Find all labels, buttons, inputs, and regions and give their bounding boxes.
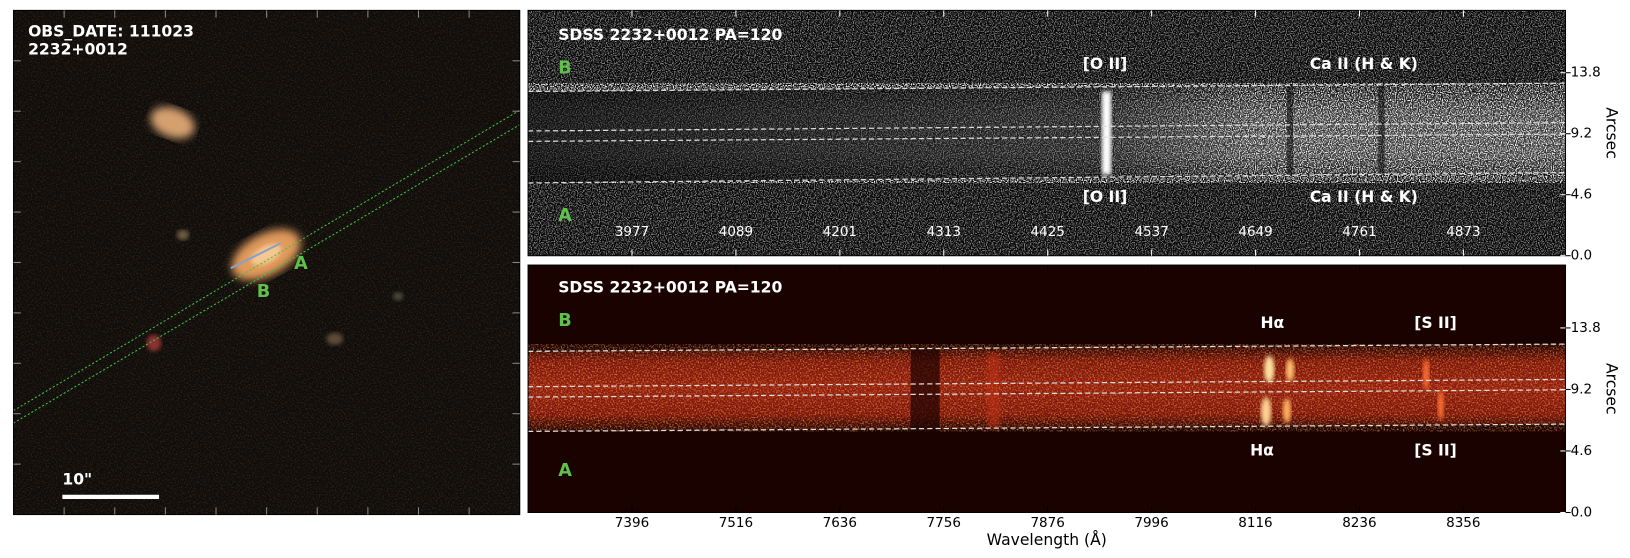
x-tick-label: 7876 [1030, 515, 1064, 531]
blue-spectrum [528, 10, 1566, 256]
y-tick-label: 0.0 [1571, 504, 1592, 520]
line-label: [O II] [1083, 55, 1128, 73]
image-frame-ticks [13, 10, 520, 515]
x-tick-label: 4537 [1134, 224, 1168, 240]
line-label: Ca II (H & K) [1310, 55, 1418, 73]
slit-label: A [558, 461, 572, 481]
slit-label: B [558, 59, 571, 79]
x-tick-label: 4425 [1031, 224, 1065, 240]
x-tick-label: 7996 [1134, 515, 1168, 531]
x-tick-label: 7756 [927, 515, 961, 531]
line-label: Hα [1260, 314, 1284, 332]
scale-bar-label: 10" [62, 471, 92, 489]
point-label: A [294, 254, 308, 274]
y-tick-label: 9.2 [1571, 381, 1592, 397]
panel-frame [527, 9, 1567, 257]
x-tick-label: 4761 [1342, 224, 1376, 240]
y-tick-label: 9.2 [1571, 126, 1592, 142]
y-tick-label: 13.8 [1571, 65, 1601, 81]
line-label: [S II] [1414, 314, 1456, 332]
line-label: [S II] [1414, 442, 1456, 460]
sky-image [13, 10, 520, 515]
panel-title: SDSS 2232+0012 PA=120 [558, 278, 782, 296]
y-tick-label: 4.6 [1571, 443, 1592, 459]
line-label: [O II] [1083, 188, 1128, 206]
object-id: 2232+0012 [28, 40, 128, 58]
red-spectrum [528, 265, 1566, 513]
x-tick-label: 7636 [823, 515, 857, 531]
x-tick-label: 3977 [615, 224, 649, 240]
point-label: B [257, 282, 270, 302]
y-axis-label: Arcsec [1603, 107, 1621, 159]
x-tick-label: 4649 [1238, 224, 1272, 240]
line-label: Hα [1250, 442, 1274, 460]
figure-body: OBS_DATE: 111023 2232+0012 A B 10" 3 [12, 9, 1621, 549]
x-tick-label: 4313 [927, 224, 961, 240]
x-tick-label: 8236 [1342, 515, 1376, 531]
obs-date: OBS_DATE: 111023 [28, 23, 194, 41]
x-tick-label: 4201 [823, 224, 857, 240]
panel-frame [527, 264, 1567, 513]
line-label: Ca II (H & K) [1310, 188, 1418, 206]
y-tick-label: 0.0 [1571, 248, 1592, 264]
x-tick-label: 4089 [719, 224, 753, 240]
slit-label: A [558, 206, 572, 226]
x-tick-label: 8116 [1238, 515, 1272, 531]
x-tick-label: 7516 [719, 515, 753, 531]
x-axis-label: Wavelength (Å) [987, 530, 1107, 549]
y-axis-label: Arcsec [1603, 363, 1621, 415]
y-tick-label: 13.8 [1571, 320, 1601, 336]
x-tick-label: 7396 [615, 515, 649, 531]
y-tick-label: 4.6 [1571, 187, 1592, 203]
x-tick-label: 8356 [1446, 515, 1480, 531]
panel-title: SDSS 2232+0012 PA=120 [558, 26, 782, 44]
axes: 3977 4089 4201 4313 4425 4537 4649 4761 4873 0.0 4… [527, 9, 1601, 531]
slit-label: B [558, 311, 571, 331]
x-tick-label: 4873 [1446, 224, 1480, 240]
